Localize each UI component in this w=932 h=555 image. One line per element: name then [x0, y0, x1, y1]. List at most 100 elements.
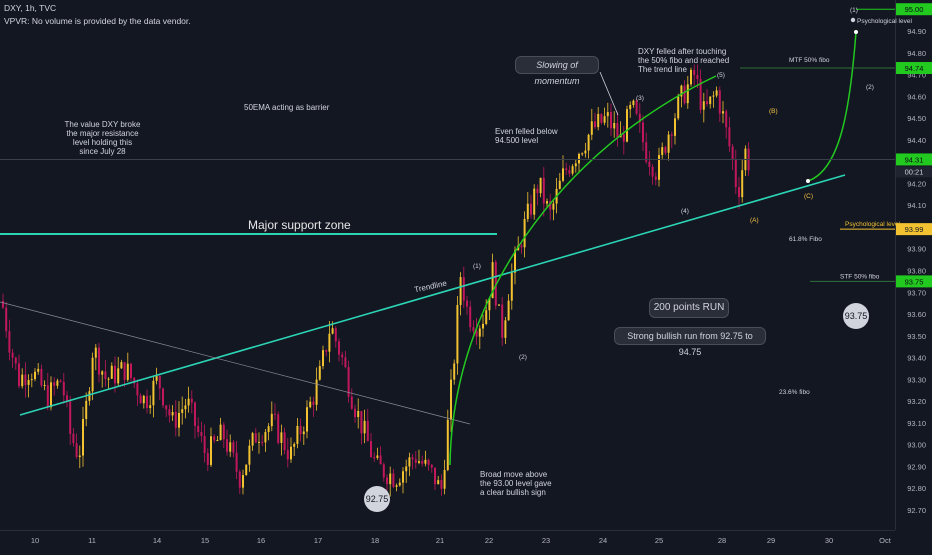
candle-body: [731, 146, 734, 160]
candle-body: [286, 450, 289, 460]
candle-body: [24, 374, 27, 385]
candle-body: [398, 482, 401, 486]
candle-body: [254, 433, 257, 443]
price-label-bg: [896, 223, 932, 236]
target-price-bubble[interactable]: 93.75: [843, 303, 869, 329]
even-felled-annotation[interactable]: Even felled below 94.500 level: [495, 127, 558, 145]
candle-body: [318, 366, 321, 380]
candle-body: [133, 377, 136, 384]
candle-body: [549, 201, 552, 210]
candle-body: [107, 378, 110, 380]
candle-body: [120, 362, 123, 369]
x-tick-label: 21: [436, 536, 444, 545]
psych-top-label[interactable]: Psychological level: [857, 18, 912, 25]
candle-body: [78, 455, 81, 457]
candle-body: [610, 112, 612, 129]
candle-body: [530, 203, 532, 215]
candle-body: [350, 396, 353, 409]
candle-body: [613, 123, 616, 129]
candle-body: [315, 379, 318, 405]
candle-body: [734, 159, 737, 188]
candle-body: [485, 310, 488, 324]
candle-body: [123, 362, 126, 380]
wave-5-label: (5): [717, 72, 725, 79]
candle-body: [466, 300, 468, 307]
candle-body: [565, 168, 568, 171]
candle-body: [258, 441, 260, 443]
candle-body: [722, 111, 724, 114]
ema-annotation[interactable]: 50EMA acting as barrier: [244, 103, 330, 112]
candle-body: [709, 96, 712, 105]
candle-body: [683, 85, 686, 104]
candle-body: [27, 380, 30, 385]
candle-body: [402, 471, 404, 483]
x-tick-label: 29: [767, 536, 775, 545]
price-label-bg: [896, 62, 932, 75]
candle-body: [238, 471, 241, 488]
candle-body: [155, 376, 158, 381]
candle-body: [149, 405, 152, 409]
candle-body: [440, 480, 443, 489]
candle-body: [382, 464, 385, 478]
y-tick-label: 94.10: [907, 201, 926, 210]
x-tick-label: 30: [825, 536, 833, 545]
candle-body: [501, 304, 504, 338]
candle-body: [139, 395, 142, 404]
dxy-felled-annotation[interactable]: DXY felled after touching the 50% fibo a…: [638, 47, 730, 74]
low-price-bubble[interactable]: 92.75: [364, 486, 390, 512]
candle-body: [34, 371, 36, 380]
candle-body: [699, 79, 702, 110]
candle-body: [40, 368, 43, 386]
run-title-callout[interactable]: 200 points RUN: [649, 298, 729, 318]
y-tick-label: 94.40: [907, 136, 926, 145]
candle-body: [718, 90, 721, 114]
candle-body: [693, 69, 696, 76]
candle-body: [418, 461, 420, 463]
candle-body: [667, 134, 670, 153]
candle-body: [101, 371, 104, 375]
candle-body: [59, 380, 62, 382]
candle-body: [616, 123, 619, 138]
candle-body: [229, 442, 232, 452]
candle-body: [414, 459, 417, 463]
candle-body: [453, 363, 456, 380]
fibo-236-label[interactable]: 23.6% fibo: [779, 389, 810, 396]
y-tick-label: 94.80: [907, 49, 926, 58]
run-detail-callout[interactable]: Strong bullish run from 92.75 to 94.75: [614, 327, 766, 357]
candle-body: [219, 424, 222, 441]
candle-body: [75, 443, 78, 457]
slowing-callout[interactable]: Slowing of momentum: [515, 56, 599, 86]
broad-move-annotation[interactable]: Broad move above the 93.00 level gave a …: [480, 470, 552, 497]
candle-body: [187, 398, 190, 406]
x-tick-label: 16: [257, 536, 265, 545]
candle-body: [184, 405, 187, 410]
candle-body: [386, 477, 388, 485]
support-zone-label[interactable]: Major support zone: [248, 218, 351, 232]
y-tick-label: 94.70: [907, 71, 926, 80]
candle-body: [523, 218, 526, 248]
candle-body: [293, 443, 296, 447]
y-tick-label: 93.40: [907, 354, 926, 363]
candle-body: [491, 262, 494, 299]
y-tick-label: 93.90: [907, 245, 926, 254]
candle-body: [181, 409, 184, 413]
broke-annotation[interactable]: The value DXY broke the major resistance…: [64, 120, 141, 156]
candle-body: [421, 461, 424, 464]
candle-body: [578, 153, 580, 164]
candle-body: [581, 153, 584, 155]
candle-body: [274, 413, 276, 415]
wave-b-label: (B): [769, 108, 778, 115]
symbol-title[interactable]: DXY, 1h, TVC: [4, 3, 57, 13]
fibo-618-label[interactable]: 61.8% Fibo: [789, 236, 822, 243]
psych-marker-dot: [850, 17, 856, 23]
x-tick-label: 28: [718, 536, 726, 545]
candle-body: [520, 245, 523, 248]
candle-body: [200, 432, 203, 436]
candle-body: [334, 328, 337, 342]
candle-body: [360, 411, 363, 434]
candle-body: [482, 323, 484, 329]
candle-body: [590, 121, 593, 135]
